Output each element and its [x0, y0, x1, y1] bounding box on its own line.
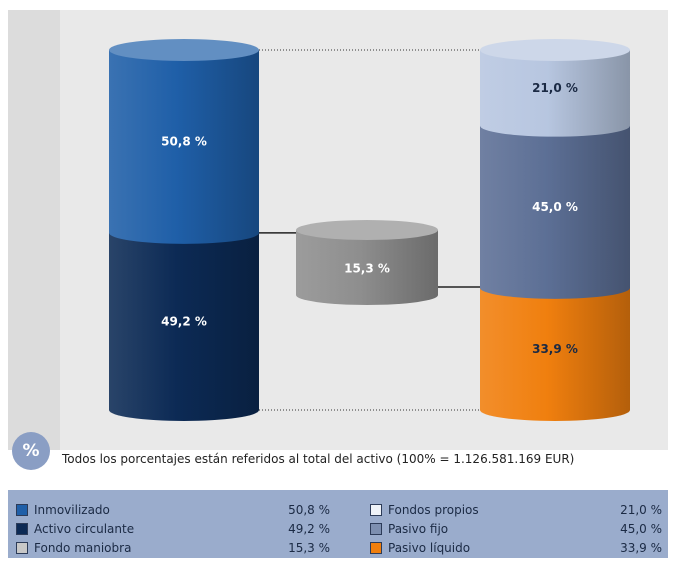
cylinder-top-cap [480, 39, 630, 61]
legend: Inmovilizado 50,8 % Activo circulante 49… [8, 490, 668, 558]
footnote-text: Todos los porcentajes están referidos al… [62, 452, 575, 466]
data-label: 50,8 % [161, 134, 207, 148]
legend-item-value: 21,0 % [620, 503, 662, 517]
legend-item-value: 45,0 % [620, 522, 662, 536]
percent-icon: % [12, 432, 50, 470]
legend-swatch [370, 504, 382, 516]
legend-swatch [16, 542, 28, 554]
cylinder-top-cap [109, 39, 259, 61]
data-label: 21,0 % [532, 81, 578, 95]
legend-item: Pasivo fijo 45,0 % [370, 521, 662, 540]
data-label: 33,9 % [532, 342, 578, 356]
legend-left-column: Inmovilizado 50,8 % Activo circulante 49… [16, 502, 346, 559]
legend-item-name: Fondos propios [388, 503, 479, 517]
cylinder-segment [296, 230, 438, 305]
legend-item-name: Fondo maniobra [34, 541, 132, 555]
cylinder-segment [109, 50, 259, 244]
data-label: 15,3 % [344, 262, 390, 276]
legend-item-value: 50,8 % [288, 503, 330, 517]
legend-item: Fondo maniobra 15,3 % [16, 540, 346, 559]
legend-swatch [370, 542, 382, 554]
legend-swatch [370, 523, 382, 535]
legend-right-column: Fondos propios 21,0 % Pasivo fijo 45,0 %… [370, 502, 662, 559]
legend-item: Inmovilizado 50,8 % [16, 502, 346, 521]
legend-swatch [16, 523, 28, 535]
legend-item-value: 49,2 % [288, 522, 330, 536]
legend-item-name: Inmovilizado [34, 503, 110, 517]
legend-item: Pasivo líquido 33,9 % [370, 540, 662, 559]
cylinder-segment [480, 50, 630, 137]
chart-svg: 50,8 % 49,2 % 15,3 % 21,0 % 45,0 % 33,9 % [8, 10, 668, 450]
chart-area: 50,8 % 49,2 % 15,3 % 21,0 % 45,0 % 33,9 % [8, 10, 668, 450]
legend-item: Fondos propios 21,0 % [370, 502, 662, 521]
legend-item: Activo circulante 49,2 % [16, 521, 346, 540]
cylinder-segment [480, 287, 630, 421]
footnote: % Todos los porcentajes están referidos … [8, 432, 668, 486]
legend-item-name: Pasivo fijo [388, 522, 449, 536]
cylinder-top-cap [296, 220, 438, 240]
legend-item-value: 15,3 % [288, 541, 330, 555]
chart-left-band [8, 10, 60, 450]
legend-item-name: Pasivo líquido [388, 541, 471, 555]
legend-item-value: 33,9 % [620, 541, 662, 555]
data-label: 49,2 % [161, 314, 207, 328]
legend-swatch [16, 504, 28, 516]
data-label: 45,0 % [532, 200, 578, 214]
legend-item-name: Activo circulante [34, 522, 135, 536]
cylinder-segment [480, 125, 630, 299]
cylinder-segment [109, 232, 259, 421]
